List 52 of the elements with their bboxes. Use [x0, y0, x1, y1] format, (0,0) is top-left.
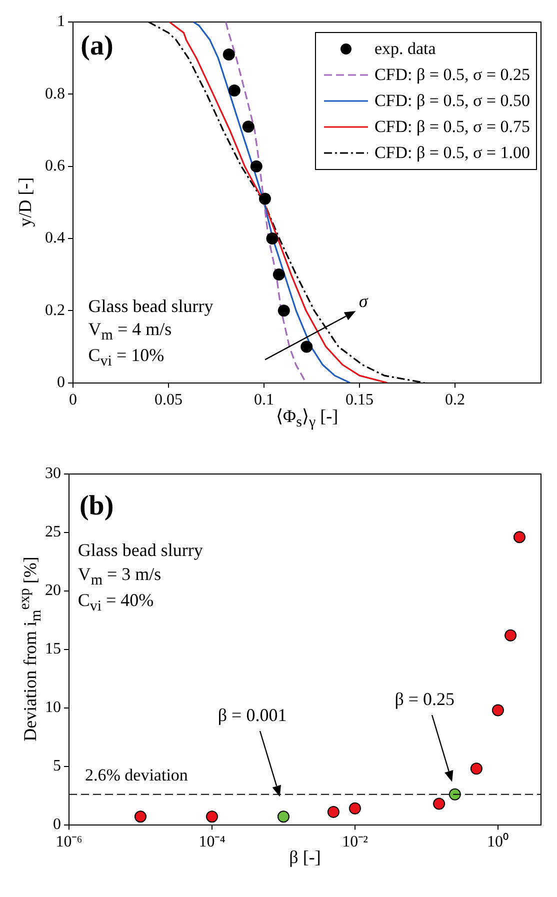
y-tick-label: 0: [57, 374, 65, 392]
annotation: (b): [79, 490, 114, 522]
ref-line-label: 2.6% deviation: [85, 765, 188, 784]
y-tick-label: 10: [45, 699, 61, 716]
point: [258, 192, 271, 205]
point: [300, 340, 313, 353]
annotation: V$_{m}$ = 4 m/s: [88, 319, 172, 344]
x-tick-label: 0.2: [445, 392, 466, 409]
x-tick-label: 0.05: [154, 392, 183, 409]
y-tick-label: 5: [53, 758, 61, 775]
y-tick-label: 25: [45, 524, 61, 541]
x-tick-label: 0.15: [346, 392, 374, 409]
annotation: (a): [80, 30, 114, 63]
point: [278, 304, 290, 317]
point: [222, 48, 235, 60]
x-tick-label: 10⁰: [486, 832, 509, 851]
legend-label: exp. data: [374, 39, 436, 59]
x-tick-label: 0.1: [254, 392, 274, 409]
y-tick-label: 15: [45, 640, 61, 658]
line-series: [225, 22, 307, 383]
annotation: V$_{m}$ = 3 m/s: [78, 564, 162, 589]
annotation: Glass bead slurry: [78, 540, 203, 562]
point: [266, 232, 278, 244]
x-tick-label: 0: [69, 392, 77, 409]
x-tick-label: 10⁻⁶: [56, 834, 82, 851]
y-tick-label: 30: [45, 465, 61, 482]
point: [250, 160, 262, 172]
point: [242, 120, 254, 133]
legend-label: CFD: β = 0.5, σ = 0.75: [374, 117, 530, 137]
annotation: C$_{vi}$ = 40%: [78, 590, 154, 615]
legend-label: CFD: β = 0.5, σ = 0.50: [374, 91, 530, 111]
y-axis-title: y/D [-]: [14, 178, 36, 228]
legend-label: CFD: β = 0.5, σ = 0.25: [374, 65, 530, 85]
x-tick-label: 10⁻⁴: [198, 834, 226, 851]
x-tick-label: 10⁻²: [342, 834, 368, 851]
annotation: σ: [358, 291, 368, 312]
x-axis-title: β [-]: [289, 846, 321, 867]
legend-label: CFD: β = 0.5, σ = 1.00: [374, 143, 530, 163]
point: [272, 268, 285, 281]
y-tick-label: 1: [57, 13, 65, 30]
annotation: β = 0.001: [218, 705, 287, 726]
y-tick-label: 0.4: [45, 230, 65, 247]
annotation: Glass bead slurry: [88, 296, 214, 317]
annotation: β = 0.25: [394, 689, 455, 710]
y-tick-label: 20: [45, 582, 61, 600]
x-axis-title: ⟨Φ$_{s}$⟩$_{γ}$ [-]: [276, 406, 338, 430]
annotation: C$_{vi}$ = 10%: [88, 344, 164, 370]
y-tick-label: 0.2: [45, 302, 65, 319]
point: [228, 84, 240, 97]
y-tick-label: 0.6: [45, 158, 65, 175]
y-tick-label: 0: [53, 816, 61, 834]
y-tick-label: 0.8: [45, 85, 65, 102]
